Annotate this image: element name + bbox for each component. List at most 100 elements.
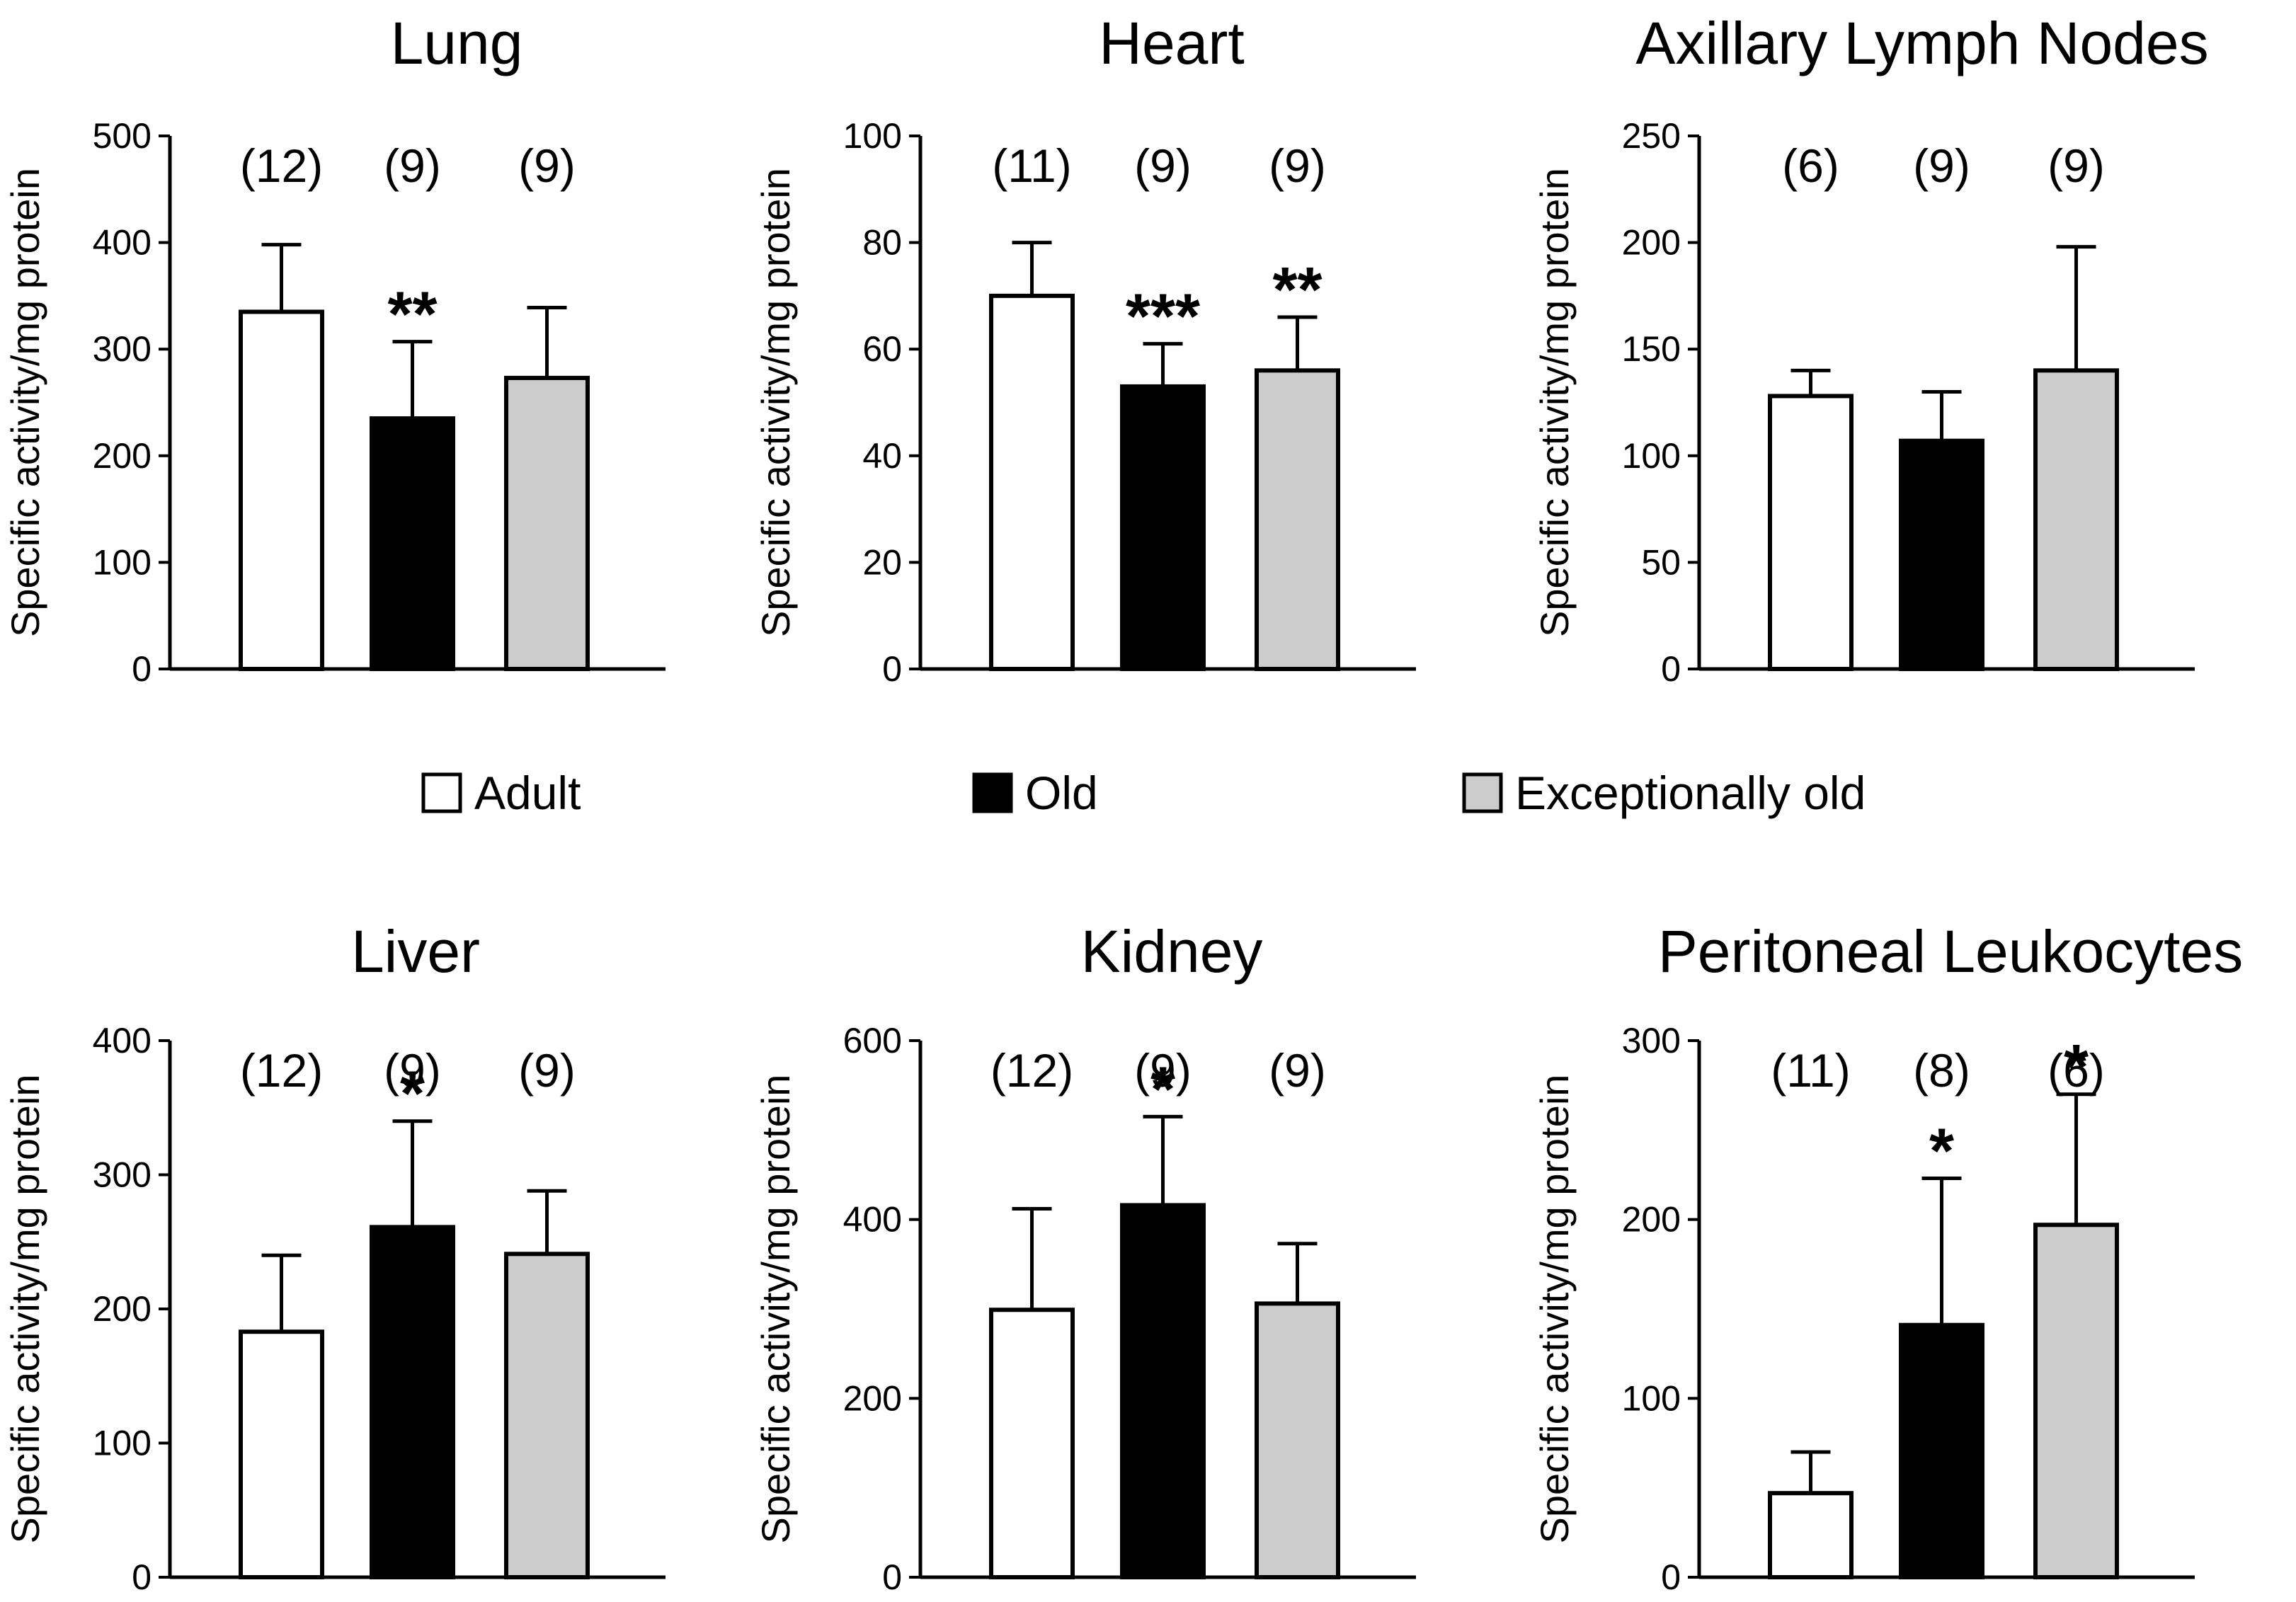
y-tick-label: 400 (93, 1021, 152, 1060)
sample-size-label: (9) (1913, 139, 1970, 192)
significance-marker: *** (1126, 282, 1200, 353)
y-tick-label: 500 (93, 116, 152, 156)
chart-title: Lung (391, 10, 523, 76)
bar-exceptionally-old (504, 375, 590, 671)
sample-size-label: (12) (240, 1044, 323, 1097)
bar-adult (1768, 1491, 1854, 1579)
sample-size-label: (9) (2047, 139, 2105, 192)
sample-size-label: (9) (1269, 1044, 1326, 1097)
legend-swatch (421, 772, 462, 813)
bar-exceptionally-old (2033, 368, 2119, 671)
legend-swatch (1462, 772, 1503, 813)
y-axis-label: Specific activity/mg protein (753, 1075, 798, 1544)
y-tick-label: 200 (1622, 1200, 1681, 1240)
bar-old (1120, 384, 1206, 671)
bar-old (1120, 1203, 1206, 1580)
y-tick-label: 200 (843, 1378, 902, 1418)
y-tick-label: 80 (862, 223, 902, 263)
bar-exceptionally-old (2033, 1223, 2119, 1580)
chart-panel-4: Liver Specific activity/mg protein 0 100 200… (3, 918, 666, 1597)
y-tick-label: 300 (1622, 1021, 1681, 1060)
y-tick-label: 300 (93, 329, 152, 369)
sample-size-label: (6) (1782, 139, 1839, 192)
bar-adult (239, 309, 324, 671)
y-tick-label: 0 (132, 649, 152, 689)
significance-marker: * (2064, 1032, 2089, 1103)
y-axis-label: Specific activity/mg protein (3, 168, 47, 637)
chart-title: Kidney (1081, 918, 1263, 985)
bar-adult (239, 1329, 324, 1579)
y-tick-label: 400 (93, 223, 152, 263)
sample-size-label: (12) (990, 1044, 1073, 1097)
y-tick-label: 0 (882, 649, 902, 689)
significance-marker: * (1150, 1054, 1175, 1125)
bar-old (1899, 438, 1984, 671)
significance-marker: * (400, 1059, 425, 1130)
y-tick-label: 250 (1622, 116, 1681, 156)
y-tick-label: 100 (843, 116, 902, 156)
chart-panel-6: Peritoneal Leukocytes Specific activity/m… (1532, 918, 2243, 1597)
y-tick-label: 50 (1641, 542, 1681, 582)
chart-panel-5: Kidney Specific activity/mg protein 0 200 40… (753, 918, 1416, 1597)
bar-adult (1768, 394, 1854, 671)
legend-label: Old (1025, 767, 1098, 819)
y-tick-label: 0 (882, 1557, 902, 1597)
y-tick-label: 200 (93, 1289, 152, 1329)
bar-adult (989, 1308, 1075, 1579)
y-axis-label: Specific activity/mg protein (753, 168, 798, 637)
bar-old (370, 416, 455, 672)
y-tick-label: 150 (1622, 329, 1681, 369)
chart-panel-2: Heart Specific activity/mg protein 0 20 40 60… (753, 10, 1416, 689)
y-tick-label: 0 (1661, 649, 1681, 689)
sample-size-label: (9) (384, 139, 441, 192)
sample-size-label: (9) (1134, 1044, 1192, 1097)
y-tick-label: 200 (1622, 223, 1681, 263)
chart-panel-1: Lung Specific activity/mg protein 0 100 200 3… (3, 10, 666, 689)
significance-marker: ** (387, 280, 437, 350)
legend-swatch (972, 772, 1013, 813)
y-tick-label: 100 (93, 542, 152, 582)
legend: Adult Old Exceptionally old (421, 767, 1866, 819)
sample-size-label: (9) (518, 1044, 576, 1097)
bar-exceptionally-old (1255, 1301, 1340, 1580)
bar-exceptionally-old (1255, 368, 1340, 671)
sample-size-label: (11) (992, 139, 1071, 192)
legend-label: Adult (474, 767, 581, 819)
y-tick-label: 40 (862, 436, 902, 476)
significance-marker: ** (1272, 255, 1322, 326)
significance-marker: * (1929, 1116, 1954, 1187)
chart-title: Peritoneal Leukocytes (1658, 918, 2244, 985)
sample-size-label: (6) (2047, 1044, 2105, 1097)
sample-size-label: (9) (518, 139, 576, 192)
sample-size-label: (11) (1771, 1044, 1850, 1097)
chart-title: Axillary Lymph Nodes (1635, 10, 2208, 76)
y-axis-label: Specific activity/mg protein (1532, 168, 1577, 637)
sample-size-label: (9) (384, 1044, 441, 1097)
y-tick-label: 300 (93, 1155, 152, 1195)
bar-old (370, 1225, 455, 1580)
bar-adult (989, 293, 1075, 671)
bar-exceptionally-old (504, 1252, 590, 1580)
chart-title: Liver (351, 918, 480, 985)
y-tick-label: 0 (1661, 1557, 1681, 1597)
y-tick-label: 100 (93, 1424, 152, 1463)
y-axis-label: Specific activity/mg protein (3, 1075, 47, 1544)
sample-size-label: (9) (1269, 139, 1326, 192)
legend-label: Exceptionally old (1515, 767, 1866, 819)
y-tick-label: 600 (843, 1021, 902, 1060)
chart-title: Heart (1099, 10, 1244, 76)
y-tick-label: 20 (862, 542, 902, 582)
y-tick-label: 200 (93, 436, 152, 476)
y-tick-label: 60 (862, 329, 902, 369)
y-axis-label: Specific activity/mg protein (1532, 1075, 1577, 1544)
y-tick-label: 100 (1622, 1378, 1681, 1418)
y-tick-label: 400 (843, 1200, 902, 1240)
y-tick-label: 100 (1622, 436, 1681, 476)
sample-size-label: (9) (1134, 139, 1192, 192)
chart-panel-3: Axillary Lymph Nodes Specific activity/mg… (1532, 10, 2209, 689)
sample-size-label: (12) (240, 139, 323, 192)
sample-size-label: (8) (1913, 1044, 1970, 1097)
bar-old (1899, 1322, 1984, 1579)
y-tick-label: 0 (132, 1557, 152, 1597)
